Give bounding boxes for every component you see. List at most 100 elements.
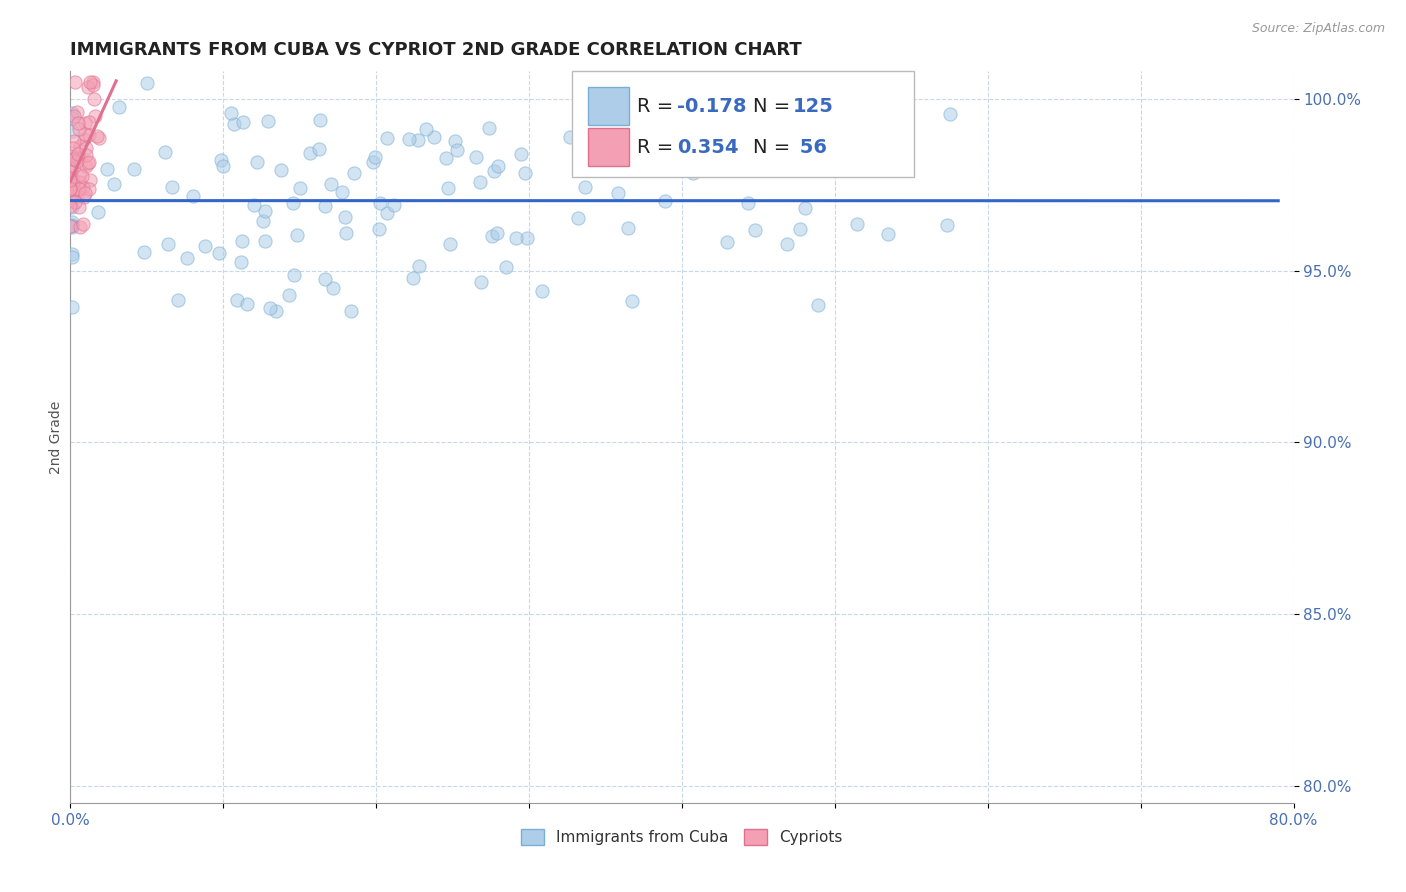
Point: [62, 152, 84, 166]
Point: [801, 162, 824, 177]
Point: [86, 128, 108, 143]
Text: 56: 56: [793, 138, 827, 157]
Point: [375, 206, 398, 220]
Point: [60, 123, 83, 137]
Point: [155, 145, 177, 159]
Point: [67, 122, 90, 136]
Point: [59, 171, 82, 186]
Point: [270, 162, 292, 177]
Point: [72, 180, 94, 194]
Point: [70, 169, 93, 183]
Point: [167, 293, 190, 307]
Point: [66, 153, 89, 168]
Point: [79, 128, 101, 142]
Point: [285, 228, 308, 243]
Point: [157, 237, 180, 252]
Point: [776, 237, 799, 252]
Point: [481, 228, 503, 243]
Point: [63, 182, 86, 196]
Point: [135, 76, 157, 90]
Point: [735, 78, 758, 93]
Point: [281, 196, 304, 211]
Point: [434, 151, 457, 165]
Point: [60, 200, 83, 214]
Text: R =: R =: [637, 138, 679, 157]
Point: [716, 235, 738, 250]
Point: [343, 166, 366, 180]
Point: [485, 226, 508, 240]
Point: [72, 217, 94, 231]
Point: [69, 220, 91, 235]
Text: IMMIGRANTS FROM CUBA VS CYPRIOT 2ND GRADE CORRELATION CHART: IMMIGRANTS FROM CUBA VS CYPRIOT 2ND GRAD…: [70, 41, 801, 59]
Point: [718, 146, 741, 161]
Point: [486, 159, 509, 173]
Point: [108, 100, 131, 114]
Point: [361, 155, 384, 169]
Point: [212, 159, 235, 173]
Point: [614, 157, 637, 171]
Point: [252, 213, 274, 227]
Point: [73, 189, 96, 203]
Point: [60, 157, 83, 171]
Point: [567, 211, 589, 225]
Point: [786, 159, 808, 173]
Point: [789, 222, 811, 236]
Point: [72, 132, 94, 146]
Point: [509, 147, 531, 161]
Point: [423, 129, 446, 144]
Point: [73, 128, 96, 142]
Point: [77, 155, 100, 169]
Point: [62, 141, 84, 155]
Point: [63, 134, 86, 148]
Point: [443, 134, 465, 148]
Point: [73, 116, 96, 130]
Point: [73, 186, 96, 201]
Point: [60, 219, 83, 233]
Point: [176, 251, 198, 265]
Point: [319, 177, 342, 191]
Point: [59, 199, 82, 213]
Point: [75, 141, 97, 155]
Point: [60, 163, 83, 178]
Point: [60, 300, 83, 314]
Point: [79, 115, 101, 129]
Point: [63, 109, 86, 123]
Point: [330, 186, 353, 200]
Text: N =: N =: [752, 138, 796, 157]
Point: [468, 175, 491, 189]
Point: [446, 143, 468, 157]
Point: [66, 104, 89, 119]
Point: [935, 219, 957, 233]
Point: [464, 150, 486, 164]
Point: [367, 221, 389, 235]
Point: [737, 195, 759, 210]
Point: [574, 179, 596, 194]
Point: [377, 130, 399, 145]
Point: [219, 105, 242, 120]
Text: 125: 125: [793, 97, 834, 116]
Point: [77, 156, 100, 170]
Point: [314, 199, 336, 213]
Point: [505, 231, 527, 245]
Point: [60, 220, 83, 235]
Text: N =: N =: [752, 97, 796, 116]
Point: [60, 215, 83, 229]
Point: [725, 91, 748, 105]
Text: R =: R =: [637, 97, 679, 116]
Point: [82, 78, 104, 92]
Legend: Immigrants from Cuba, Cypriots: Immigrants from Cuba, Cypriots: [516, 825, 848, 850]
Point: [103, 177, 125, 191]
Point: [402, 271, 425, 285]
Point: [69, 167, 91, 181]
Point: [226, 293, 249, 307]
Point: [254, 234, 277, 248]
Point: [363, 151, 385, 165]
Point: [259, 301, 281, 315]
Point: [513, 166, 536, 180]
Point: [60, 247, 83, 261]
Point: [340, 303, 363, 318]
Point: [63, 75, 86, 89]
Point: [308, 143, 330, 157]
Point: [617, 220, 640, 235]
Point: [60, 175, 83, 189]
